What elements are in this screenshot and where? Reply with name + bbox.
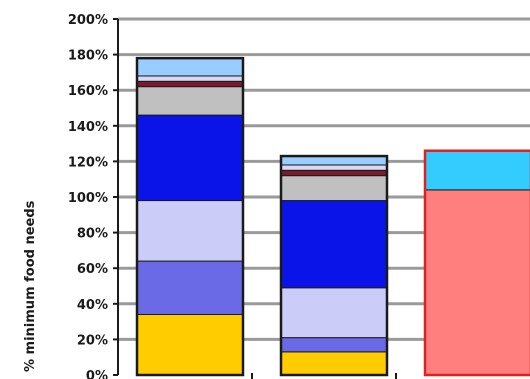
y-tick-label: 60% — [77, 262, 108, 277]
y-tick-label: 20% — [77, 333, 108, 348]
bar-segment — [424, 189, 530, 376]
bar-outline — [135, 56, 245, 377]
y-tick-label: 100% — [68, 191, 108, 206]
bar-segment — [136, 260, 244, 315]
axes — [113, 18, 397, 379]
bar-segment — [280, 287, 388, 339]
bar-outline — [423, 149, 530, 377]
bar-outline — [279, 154, 389, 377]
bars — [135, 56, 530, 377]
tick-labels: 0% 20% 40% 60% 80% 100% 120% 140% 160% 180% 200% — [68, 13, 108, 379]
y-tick-label: 140% — [68, 120, 108, 135]
bar-segment — [136, 86, 244, 116]
bar-segment — [280, 155, 388, 166]
bar-segment — [136, 75, 244, 82]
bar-segment — [136, 80, 244, 88]
bar-segment — [280, 175, 388, 202]
bar-segment — [136, 114, 244, 202]
y-axis-label: % minimum food needs — [23, 200, 38, 372]
bar-segment — [280, 337, 388, 353]
y-tick-label: 80% — [77, 227, 108, 242]
bar-segment — [136, 200, 244, 262]
bar-segment — [280, 169, 388, 177]
y-tick-label: 200% — [68, 13, 108, 28]
y-tick-label: 40% — [77, 298, 108, 313]
y-tick-label: 120% — [68, 155, 108, 170]
bar-segment — [280, 164, 388, 171]
bar-3 — [423, 149, 530, 377]
bar-segment — [424, 150, 530, 191]
bar-segment — [280, 351, 388, 376]
bar-segment — [136, 57, 244, 77]
bar-1 — [135, 56, 245, 377]
y-tick-label: 0% — [86, 369, 108, 379]
y-tick-label: 160% — [68, 84, 108, 99]
bar-2 — [279, 154, 389, 377]
bar-segment — [136, 313, 244, 376]
bar-segment — [280, 200, 388, 289]
y-tick-label: 180% — [68, 49, 108, 64]
